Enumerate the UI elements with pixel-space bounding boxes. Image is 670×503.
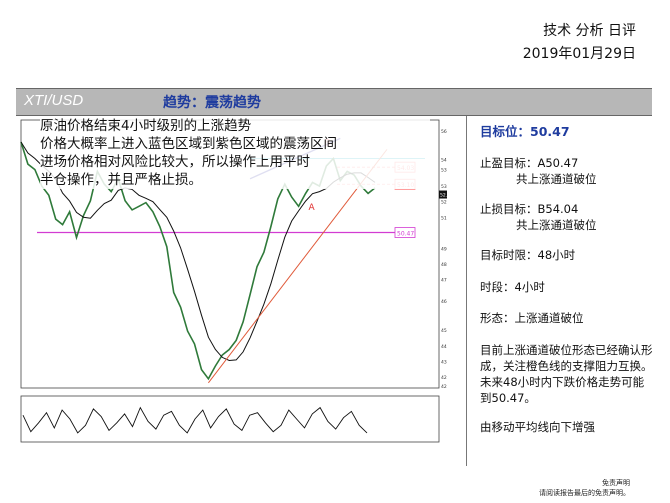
moving-average-line (20, 141, 376, 362)
take-profit: 止盈目标：A50.47 (480, 156, 579, 170)
y-tick-label: 52.15 (441, 200, 447, 206)
y-tick-label: 47.90 (441, 278, 447, 284)
level-label: 50.47 (397, 231, 414, 238)
y-tick-label: 53.00 (441, 184, 447, 190)
overlay-commentary: 原油价格结束4小时级别的上涨趋势 价格大概率上进入蓝色区域到紫色区域的震荡区间 … (40, 117, 430, 189)
take-profit-note: 共上涨通道破位 (516, 172, 597, 186)
target-time: 目标时限：48小时 (480, 248, 576, 262)
ma-note: 由移动平均线向下增强 (480, 420, 595, 434)
y-tick-label: 54.45 (441, 157, 447, 163)
oscillator-frame (20, 395, 440, 443)
stop-loss: 止损目标：B54.04 (480, 202, 579, 216)
y-tick-label: 43.45 (441, 359, 447, 365)
y-tick-label: 51.30 (441, 215, 447, 221)
overlay-line: 原油价格结束4小时级别的上涨趋势 (40, 118, 252, 134)
y-tick-label: 42.60 (441, 375, 447, 381)
overlay-line: 半仓操作，并且严格止损。 (40, 172, 202, 188)
overlay-line: 进场价格相对风险比较大，所以操作上用平时 (40, 154, 310, 170)
y-tick-label: 56.00 (441, 129, 447, 135)
title-bar: XTI/USD 趋势：震荡趋势 (16, 88, 652, 116)
disclaimer-title: 免责声明 (602, 479, 630, 487)
y-tick-label: 53.90 (441, 168, 447, 174)
annotation-a: A (309, 203, 316, 213)
trend-label: 趋势：震荡趋势 (163, 95, 261, 111)
y-tick-label: 46.75 (441, 299, 447, 305)
stop-loss-note: 共上涨通道破位 (516, 218, 597, 232)
pattern: 形态：上涨通道破位 (480, 311, 584, 325)
target-level: 目标位：50.47 (480, 124, 570, 139)
report-type: 技术 分析 日评 (543, 23, 636, 39)
level-box (394, 227, 416, 238)
current-price-tag (439, 190, 447, 199)
disclaimer-text: 请阅读报告最后的免责声明。 (539, 489, 630, 497)
current-price-label: 52.54 (440, 193, 447, 199)
report-date: 2019年01月29日 (522, 46, 636, 62)
oscillator-line (22, 406, 368, 434)
y-tick-label: 48.75 (441, 262, 447, 268)
y-tick-label: 42.10 (441, 384, 447, 390)
timeframe: 时段：4小时 (480, 280, 545, 294)
overlay-line: 价格大概率上进入蓝色区域到紫色区域的震荡区间 (40, 136, 337, 152)
analysis-text: 目前上涨通道破位形态已经确认形成，关注橙色线的支撑阻力互换。未来48小时内下跌价… (480, 343, 653, 405)
panel-divider (466, 116, 467, 466)
stop-loss-note-wrap: 共上涨通道破位 (480, 217, 597, 233)
take-profit-note-wrap: 共上涨通道破位 (480, 171, 597, 187)
symbol-label: XTI/USD (24, 92, 84, 109)
y-tick-label: 45.15 (441, 328, 447, 334)
y-tick-label: 49.60 (441, 246, 447, 252)
y-tick-label: 44.30 (441, 344, 447, 350)
